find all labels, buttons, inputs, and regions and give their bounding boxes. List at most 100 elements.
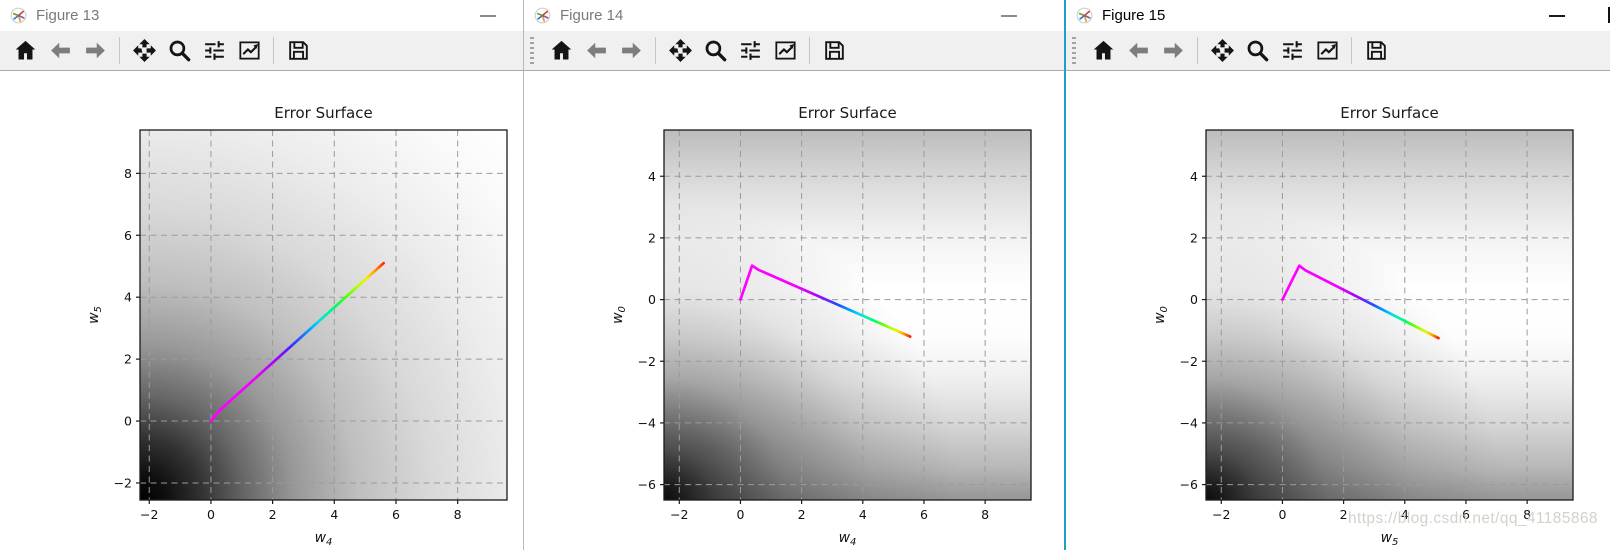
home-icon (1093, 40, 1113, 60)
svg-text:6: 6 (124, 228, 132, 243)
x-tick-labels: −2 0 2 4 6 8 (670, 507, 989, 522)
x-axis-label: w4 (315, 530, 333, 548)
forward-button[interactable] (1158, 35, 1188, 67)
matplotlib-logo-icon (534, 7, 551, 24)
svg-text:4: 4 (124, 290, 132, 305)
zoom-button[interactable] (700, 35, 730, 67)
back-button[interactable] (581, 35, 611, 67)
figure-window-14: Figure 14 −2 0 2 4 6 8 −6 −4 −2 0 2 4 Error Surface w… (524, 0, 1064, 550)
forward-icon (85, 42, 105, 59)
svg-text:−2: −2 (638, 354, 656, 369)
svg-text:6: 6 (920, 507, 928, 522)
svg-text:2: 2 (269, 507, 277, 522)
customize-icon (238, 41, 260, 60)
plot-canvas[interactable]: −2 0 2 4 6 8 −6 −4 −2 0 2 4 Error Surface w4 w0 (524, 71, 1064, 550)
back-icon (1128, 42, 1148, 59)
svg-text:−2: −2 (1212, 507, 1230, 522)
subplots-icon (204, 41, 224, 60)
subplots-button[interactable] (1277, 35, 1307, 67)
home-button[interactable] (10, 35, 40, 67)
home-icon (15, 40, 35, 60)
zoom-icon (1247, 40, 1268, 62)
error-surface-shading (1206, 130, 1573, 500)
gradient-descent-path (739, 264, 912, 338)
back-icon (586, 42, 606, 59)
zoom-button[interactable] (1242, 35, 1272, 67)
toolbar-separator (1351, 37, 1352, 64)
back-button[interactable] (45, 35, 75, 67)
save-button[interactable] (819, 35, 849, 67)
svg-text:2: 2 (648, 230, 656, 245)
subplots-button[interactable] (199, 35, 229, 67)
svg-text:6: 6 (392, 507, 400, 522)
subplots-button[interactable] (735, 35, 765, 67)
customize-button[interactable] (770, 35, 800, 67)
plot-toolbar (524, 31, 1064, 71)
y-axis-label: w0 (1152, 306, 1170, 324)
customize-button[interactable] (234, 35, 264, 67)
pan-icon (668, 39, 692, 62)
customize-button[interactable] (1312, 35, 1342, 67)
pan-button[interactable] (129, 35, 159, 67)
window-title: Figure 14 (560, 7, 624, 24)
titlebar[interactable]: Figure 14 (524, 0, 1064, 31)
svg-text:4: 4 (1190, 169, 1198, 184)
minimize-button[interactable] (477, 10, 499, 22)
gridlines (140, 130, 507, 500)
back-button[interactable] (1123, 35, 1153, 67)
customize-icon (774, 41, 796, 60)
svg-text:−4: −4 (1180, 415, 1198, 430)
figure-window-15: Figure 15 −2 0 2 4 6 8 −6 −4 −2 0 2 4 Error Surface w… (1064, 0, 1610, 550)
minimize-button[interactable] (1546, 10, 1568, 22)
gridlines (1206, 130, 1573, 500)
svg-text:−2: −2 (670, 507, 688, 522)
zoom-button[interactable] (164, 35, 194, 67)
home-button[interactable] (1088, 35, 1118, 67)
save-button[interactable] (1361, 35, 1391, 67)
titlebar[interactable]: Figure 15 (1066, 0, 1610, 31)
plot-canvas[interactable]: −2 0 2 4 6 8 −6 −4 −2 0 2 4 Error Surface w5 w0 (1066, 71, 1610, 550)
titlebar[interactable]: Figure 13 (0, 0, 523, 31)
svg-text:6: 6 (1462, 507, 1470, 522)
pan-button[interactable] (1207, 35, 1237, 67)
svg-text:0: 0 (1278, 507, 1286, 522)
minimize-icon (1001, 15, 1017, 17)
svg-text:0: 0 (648, 292, 656, 307)
svg-text:2: 2 (798, 507, 806, 522)
plot-toolbar (0, 31, 523, 71)
plot-title: Error Surface (274, 104, 372, 122)
pan-button[interactable] (665, 35, 695, 67)
save-icon (1366, 41, 1386, 60)
window-title: Figure 15 (1102, 7, 1166, 24)
customize-icon (1316, 41, 1338, 60)
forward-button[interactable] (80, 35, 110, 67)
toolbar-drag-handle[interactable] (530, 36, 534, 65)
plot-canvas[interactable]: −2 0 2 4 6 8 −2 0 2 4 6 8 Error Surface w4 w5 (0, 71, 522, 550)
svg-text:2: 2 (1340, 507, 1348, 522)
y-axis-label: w0 (610, 306, 628, 324)
subplots-icon (740, 41, 760, 60)
svg-text:−6: −6 (1180, 477, 1198, 492)
svg-text:8: 8 (981, 507, 989, 522)
x-axis-label: w5 (1381, 530, 1399, 548)
save-icon (288, 41, 308, 60)
minimize-icon (480, 15, 496, 17)
plot-title: Error Surface (1340, 104, 1438, 122)
save-icon (824, 41, 844, 60)
svg-text:−6: −6 (638, 477, 656, 492)
maximize-button-fragment[interactable] (1608, 7, 1610, 23)
y-tick-labels: −2 0 2 4 6 8 (114, 166, 132, 491)
forward-button[interactable] (616, 35, 646, 67)
forward-icon (621, 42, 641, 59)
save-button[interactable] (283, 35, 313, 67)
svg-text:8: 8 (124, 166, 132, 181)
axes-frame (663, 129, 1032, 501)
svg-text:8: 8 (1523, 507, 1531, 522)
minimize-button[interactable] (998, 10, 1020, 22)
x-axis-label: w4 (839, 530, 857, 548)
home-button[interactable] (546, 35, 576, 67)
svg-text:−2: −2 (140, 507, 158, 522)
toolbar-drag-handle[interactable] (1072, 36, 1076, 65)
toolbar-separator (119, 37, 120, 64)
